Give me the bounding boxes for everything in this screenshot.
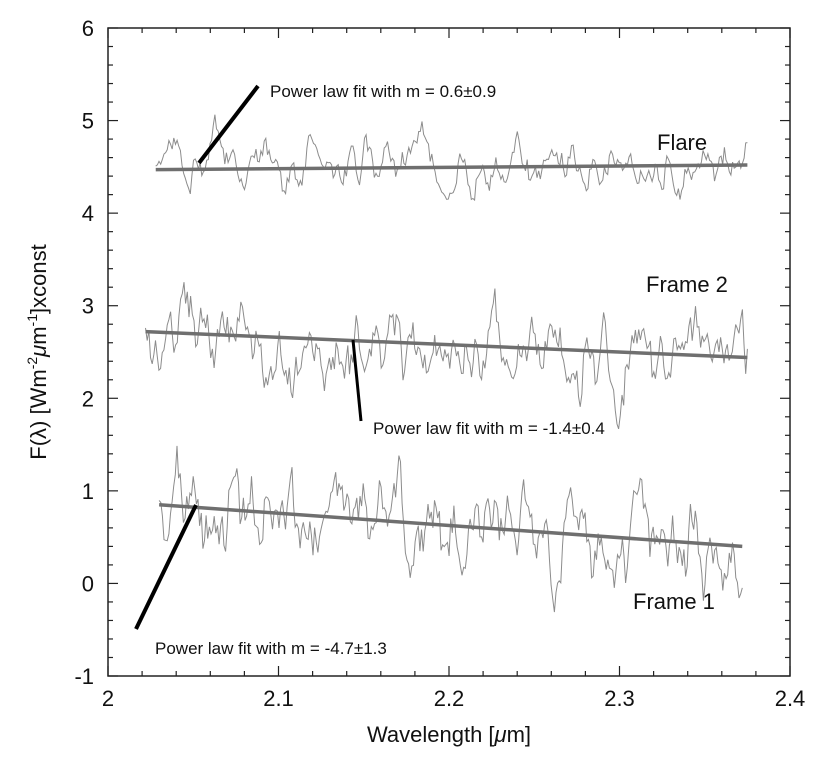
- y-axis-title-post: ]xconst: [26, 244, 51, 314]
- y-tick-label: 0: [82, 571, 94, 596]
- y-tick-label: -1: [74, 664, 94, 689]
- pointer-line-frame-2: [351, 339, 363, 422]
- spectrum-line-3: [158, 445, 743, 613]
- x-axis-title: Wavelength [μm]: [367, 722, 531, 747]
- y-tick-label: 4: [82, 201, 94, 226]
- x-tick-label: 2: [102, 686, 114, 711]
- x-tick-label: 2.4: [775, 686, 806, 711]
- spectrum-line-2: [145, 282, 748, 430]
- fit-annotation-frame-1: Power law fit with m = -4.7±1.3: [155, 639, 387, 658]
- fit-line-3: [159, 502, 743, 549]
- y-tick-label: 6: [82, 16, 94, 41]
- y-axis-title: F(λ) [Wm-2μm-1]xconst: [24, 244, 51, 459]
- y-tick-label: 3: [82, 294, 94, 319]
- y-tick-label: 5: [82, 109, 94, 134]
- fit-line-2: [145, 329, 748, 360]
- x-tick-label: 2.1: [263, 686, 294, 711]
- pointer-line-frame-1: [134, 504, 198, 630]
- y-axis-title-sup1: -2: [24, 357, 40, 370]
- y-axis-title-m: m: [26, 326, 51, 344]
- y-axis-title-sup2: -1: [24, 314, 40, 327]
- y-tick-label: 2: [82, 386, 94, 411]
- axis-ticks-group: 2 2.1 2.2 2.3 2.4 -1 0 1 2 3 4 5 6: [74, 16, 805, 711]
- y-tick-label: 1: [82, 479, 94, 504]
- x-tick-label: 2.2: [434, 686, 465, 711]
- fit-annotation-frame-2: Power law fit with m = -1.4±0.4: [373, 419, 605, 438]
- series-label-frame-2: Frame 2: [646, 272, 728, 297]
- spectra-group: [145, 114, 748, 613]
- y-axis-title-pre: F(λ) [Wm: [26, 369, 51, 459]
- series-label-frame-1: Frame 1: [633, 589, 715, 614]
- x-axis-title-mu: μ: [494, 722, 507, 747]
- fit-line-1: [155, 163, 748, 172]
- series-label-flare: Flare: [657, 130, 707, 155]
- spectrum-line-1: [155, 114, 748, 202]
- x-axis-title-prefix: Wavelength [: [367, 722, 495, 747]
- fit-lines-group: [145, 163, 748, 549]
- x-tick-label: 2.3: [604, 686, 635, 711]
- x-axis-title-suffix: m]: [507, 722, 531, 747]
- pointer-line-flare: [197, 84, 260, 165]
- fit-annotation-flare: Power law fit with m = 0.6±0.9: [270, 82, 496, 101]
- y-axis-title-mu: μ: [26, 345, 51, 358]
